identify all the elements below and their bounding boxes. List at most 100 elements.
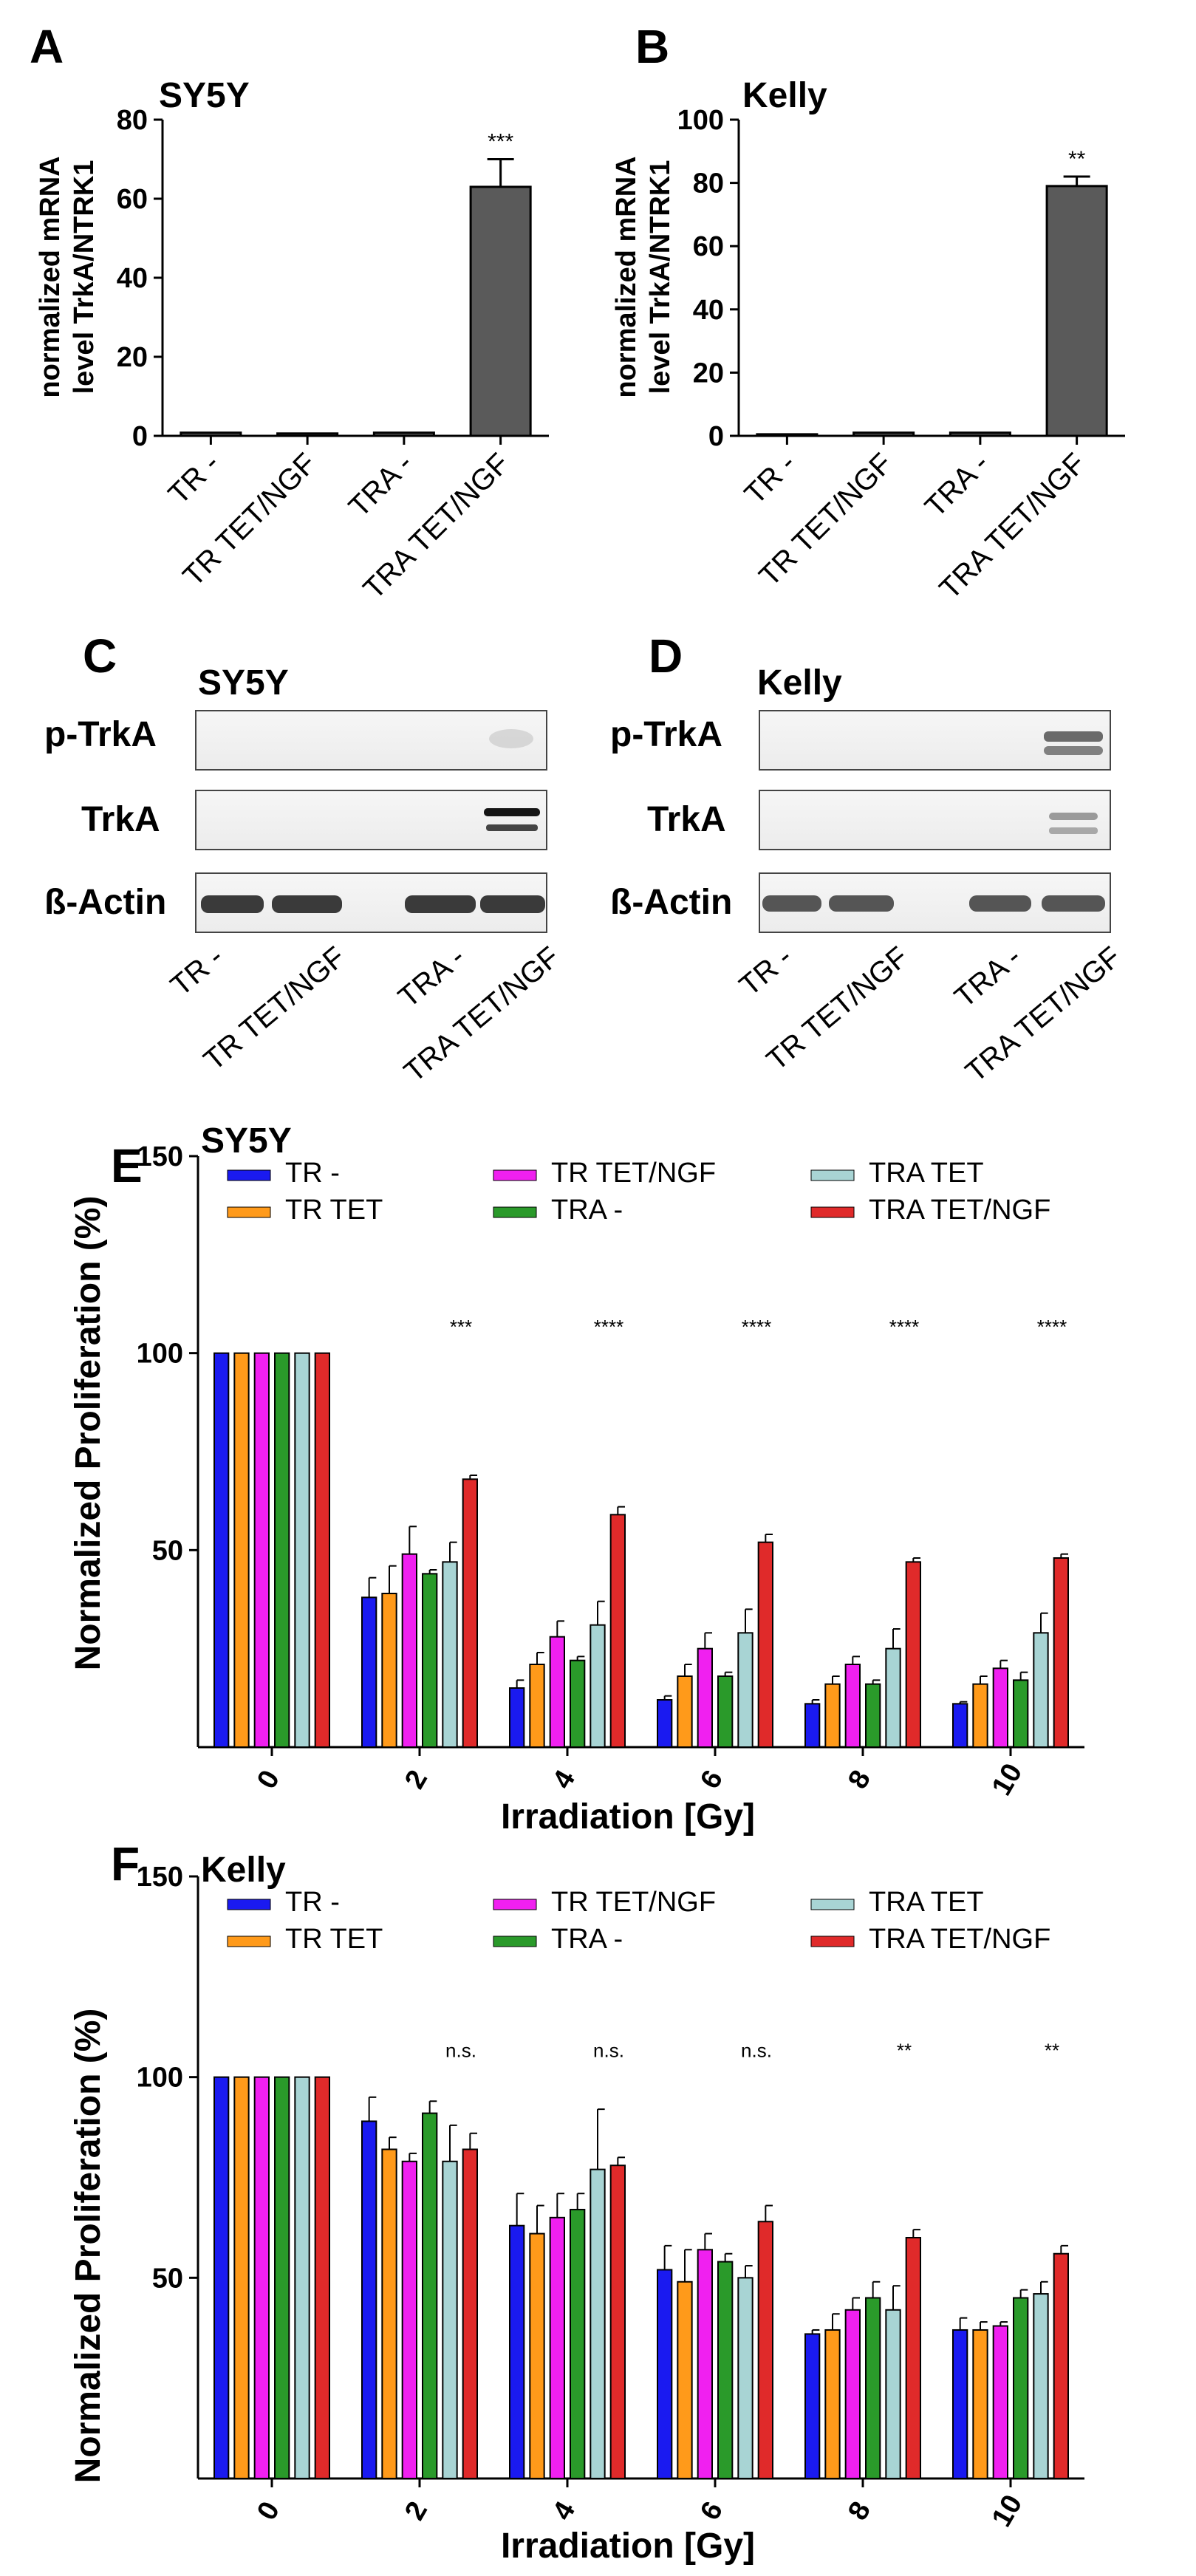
chart-f-ylabel: Normalized Proliferation (%) <box>69 2009 108 2484</box>
chart-a-ytick-label: 0 <box>132 421 148 452</box>
blot-c-band-trka-4b <box>486 824 538 831</box>
blot-c-row-label-actin: ß-Actin <box>44 883 166 922</box>
chart-f-bar-tr-0 <box>213 2076 230 2480</box>
blot-c-title: SY5Y <box>198 663 289 703</box>
chart-f-xlabel: Irradiation [Gy] <box>501 2527 755 2566</box>
chart-e-bar-tr-6 <box>657 1699 673 1748</box>
chart-f-bar-tr-6 <box>657 2269 673 2479</box>
chart-f-bar-tr-tet-2 <box>381 2148 397 2479</box>
chart-b-ytick-label: 0 <box>708 421 724 452</box>
chart-a-bar-tra <box>372 431 435 437</box>
chart-f-plot: 50 100 150 0 n.s. 2 n.s. 4 n.s. 6 ** 8 ** 10 <box>137 1862 1084 2532</box>
chart-e-bar-tr-4 <box>509 1687 525 1748</box>
blot-c-band-actin-1 <box>201 895 264 913</box>
chart-e-bar-tra-6 <box>717 1675 734 1748</box>
chart-b-ytick-label: 80 <box>693 168 724 199</box>
chart-f-significance-6: n.s. <box>741 2040 772 2062</box>
chart-f-legend-label-tr-tet: TR TET <box>285 1924 383 1955</box>
chart-a-ytick-label: 20 <box>117 342 148 373</box>
chart-f-bar-tra-tet-10 <box>1033 2293 1049 2479</box>
blot-c-lane-1: TR - <box>165 940 230 1002</box>
panel-letter-b: B <box>635 20 669 73</box>
blot-d-row-label-actin: ß-Actin <box>610 883 732 922</box>
chart-f-bar-tr-4 <box>509 2224 525 2479</box>
panel-f: F Kelly Normalized Proliferation (%) Irr… <box>69 1837 1084 2566</box>
chart-e-bar-tr-tet-0 <box>233 1352 250 1748</box>
chart-f-xtick-label-10: 10 <box>986 2490 1029 2532</box>
chart-e-legend-swatch-tra-tet <box>810 1169 855 1181</box>
chart-e-legend: TR - TR TET TR TET/NGF TRA - TRA TET TRA TET/… <box>227 1158 1050 1226</box>
blot-c-strip-actin <box>195 872 547 933</box>
chart-e-bar-tr-8 <box>804 1703 821 1748</box>
chart-f-bar-tr-2 <box>361 2120 377 2480</box>
chart-f-legend-label-tra: TRA - <box>551 1924 623 1955</box>
chart-f-legend-swatch-tra-tet-ngf <box>810 1936 855 1947</box>
chart-f-bar-tr-8 <box>804 2333 821 2479</box>
chart-b-ytick-label: 60 <box>693 231 724 262</box>
chart-e-bar-tra-tet-10 <box>1033 1632 1049 1748</box>
blot-d-band-actin-4 <box>1042 895 1105 912</box>
chart-e-significance-2: *** <box>450 1316 472 1338</box>
chart-e-bar-tra-0 <box>274 1352 290 1748</box>
panel-letter-d: D <box>649 629 683 683</box>
chart-e-bar-tra-tet-8 <box>885 1647 901 1749</box>
chart-e-bar-tr-10 <box>952 1703 968 1748</box>
chart-a-ytick-label: 80 <box>117 105 148 136</box>
blot-d-strip-actin <box>759 872 1111 933</box>
chart-f-title: Kelly <box>201 1851 286 1890</box>
chart-e-legend-label-tr-tet-ngf: TR TET/NGF <box>551 1158 716 1189</box>
chart-e-xtick-label-6: 6 <box>694 1765 729 1794</box>
blot-d-band-trka-4a <box>1049 813 1098 820</box>
blot-c-band-actin-4 <box>480 895 545 913</box>
chart-e-bar-tr-tet-ngf-0 <box>253 1352 270 1748</box>
chart-f-bar-tr-tet-6 <box>677 2281 693 2479</box>
chart-e-bar-tra-tet-ngf-6 <box>757 1541 773 1749</box>
chart-b-bar-tr-tet-ngf <box>852 431 915 437</box>
chart-e-bar-tr-0 <box>213 1352 230 1748</box>
chart-b-ylabel-line1: normalized mRNA <box>611 156 642 397</box>
chart-f-legend-label-tr-tet-ngf: TR TET/NGF <box>551 1887 716 1918</box>
chart-f-legend-swatch-tr <box>227 1899 271 1910</box>
chart-f-bar-tra-tet-ngf-6 <box>757 2221 773 2479</box>
chart-e-bar-tr-tet-2 <box>381 1593 397 1748</box>
chart-b-ylabel-line2: level TrkA/NTRK1 <box>645 160 676 394</box>
chart-f-ytick-label: 150 <box>137 1862 183 1893</box>
chart-f-bar-tra-tet-4 <box>590 2168 606 2479</box>
panel-a: A SY5Y normalized mRNA level TrkA/NTRK1 … <box>30 20 549 606</box>
chart-e-bar-tra-tet-ngf-8 <box>905 1561 921 1748</box>
chart-e-ytick-label: 100 <box>137 1339 183 1370</box>
blot-c-strip-trka <box>195 790 547 850</box>
chart-f-bar-tr-tet-ngf-0 <box>253 2076 270 2480</box>
chart-e-bar-tra-tet-2 <box>442 1561 458 1748</box>
chart-f-bar-tra-tet-ngf-0 <box>314 2076 330 2480</box>
chart-f-xtick-label-8: 8 <box>842 2496 877 2525</box>
chart-a-ytick-label: 40 <box>117 263 148 294</box>
blot-d-lane-3: TRA - <box>949 940 1028 1014</box>
blot-d-band-actin-3 <box>969 895 1031 912</box>
chart-e-bar-tra-tet-ngf-10 <box>1053 1557 1069 1748</box>
chart-a-ytick-label: 60 <box>117 184 148 215</box>
chart-a-bar-tr-tet-ngf <box>276 432 339 437</box>
chart-e-legend-swatch-tr-tet <box>227 1206 271 1218</box>
chart-e-legend-label-tr: TR - <box>285 1158 340 1189</box>
blot-d-band-actin-1 <box>762 895 821 912</box>
chart-f-bar-tra-tet-6 <box>737 2277 754 2479</box>
chart-b-title: Kelly <box>742 76 827 115</box>
chart-e-significance-10: **** <box>1037 1316 1067 1338</box>
chart-f-bar-tr-tet-ngf-4 <box>549 2216 566 2479</box>
chart-e-bar-tr-tet-4 <box>529 1664 545 1748</box>
blot-c-row-label-trka: TrkA <box>81 800 160 839</box>
chart-f-bar-tra-8 <box>865 2297 881 2479</box>
blot-d-row-label-trka: TrkA <box>647 800 726 839</box>
chart-b-bar-tra <box>949 431 1011 437</box>
chart-e-bar-tra-tet-ngf-2 <box>462 1478 479 1749</box>
chart-a-significance-tra-tet-ngf: *** <box>488 130 513 154</box>
blot-d-title: Kelly <box>757 663 842 703</box>
chart-e-bar-tr-tet-ngf-2 <box>401 1553 418 1749</box>
chart-b-ylabel: normalized mRNA level TrkA/NTRK1 <box>611 156 676 397</box>
chart-a-ylabel-line1: normalized mRNA <box>35 156 66 397</box>
chart-f-bar-tra-tet-8 <box>885 2309 901 2480</box>
chart-f-significance-4: n.s. <box>593 2040 624 2062</box>
chart-f-significance-10: ** <box>1045 2040 1059 2062</box>
chart-f-legend-label-tr: TR - <box>285 1887 340 1918</box>
